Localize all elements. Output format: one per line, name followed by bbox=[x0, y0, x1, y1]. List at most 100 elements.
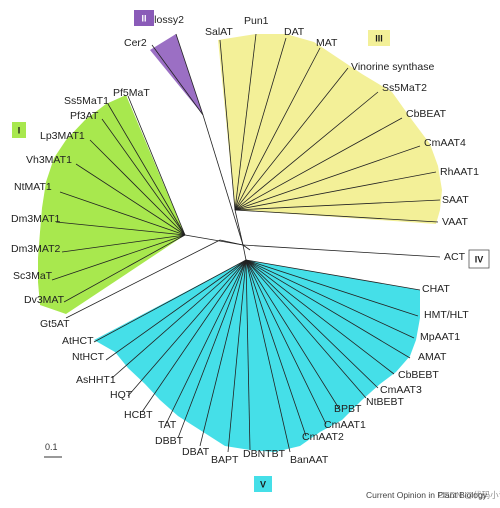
branch-dbbt bbox=[177, 259, 247, 439]
leaf-bapt: BAPT bbox=[211, 454, 239, 466]
clade-I-wedge bbox=[38, 95, 185, 314]
trunk-branch bbox=[242, 244, 247, 261]
branch-cmaat4 bbox=[234, 145, 421, 211]
branch-ss5mat1 bbox=[107, 103, 186, 236]
branch-vh3mat1 bbox=[75, 163, 186, 236]
leaf-tat: TAT bbox=[158, 419, 177, 431]
branch-ntbebt bbox=[245, 259, 367, 399]
clade-v-label: V bbox=[260, 480, 266, 490]
branch-dat bbox=[234, 37, 287, 211]
clade-II-wedge bbox=[150, 34, 203, 115]
branch-bapt bbox=[227, 259, 247, 453]
trunk-branch bbox=[184, 234, 244, 246]
leaf-cmaat4: CmAAT4 bbox=[424, 137, 466, 149]
leaf-athct: AtHCT bbox=[62, 335, 94, 347]
trunk-branch bbox=[219, 239, 244, 246]
leaf-ashht1: AsHHT1 bbox=[76, 374, 116, 386]
leaf-dbbt: DBBT bbox=[155, 435, 184, 447]
leaf-dbat: DBAT bbox=[182, 446, 210, 458]
leaf-dm3mat1: Dm3MAT1 bbox=[11, 213, 61, 225]
leaf-vinorine-synthase: Vinorine synthase bbox=[351, 61, 434, 73]
watermark: CSDN @代码小试 bbox=[438, 490, 500, 500]
leaf-saat: SAAT bbox=[442, 194, 469, 206]
leaf-dat: DAT bbox=[284, 26, 305, 38]
leaf-ss5mat1: Ss5MaT1 bbox=[64, 95, 109, 107]
branch-cbbebt bbox=[245, 259, 395, 375]
leaf-banaat: BanAAT bbox=[290, 454, 329, 466]
clade-i-box bbox=[12, 122, 26, 138]
leaf-chat: CHAT bbox=[422, 283, 450, 295]
branch-cmaat2 bbox=[245, 259, 307, 437]
clade-iii-label: III bbox=[375, 34, 383, 44]
leaf-cmaat3: CmAAT3 bbox=[380, 384, 422, 396]
branch-pf5mat bbox=[127, 95, 186, 236]
clade-iv-label: IV bbox=[475, 255, 484, 265]
branch-lp3mat1 bbox=[89, 139, 186, 236]
branch-ashht1 bbox=[111, 259, 247, 379]
leaf-lp3mat1: Lp3MAT1 bbox=[40, 130, 85, 142]
leaf-cbbebt: CbBEBT bbox=[398, 369, 439, 381]
leaf-pf5mat: Pf5MaT bbox=[113, 87, 150, 99]
leaf-rhaat1: RhAAT1 bbox=[440, 166, 479, 178]
leaf-ss5mat2: Ss5MaT2 bbox=[382, 82, 427, 94]
branch-tat bbox=[165, 259, 247, 425]
leaf-glossy2: Glossy2 bbox=[146, 14, 184, 26]
branch-ss5mat2 bbox=[234, 91, 379, 211]
clade-iv-box bbox=[468, 249, 490, 269]
trunk-branch bbox=[242, 244, 251, 251]
clade-ii-box bbox=[134, 10, 154, 26]
trunk-branch bbox=[202, 114, 244, 246]
clade-ii-label: II bbox=[141, 14, 146, 24]
leaf-hmt-hlt: HMT/HLT bbox=[424, 309, 469, 321]
leaf-cbbeat: CbBEAT bbox=[406, 108, 447, 120]
branch-hcbt bbox=[141, 259, 247, 413]
branch-rhaat1 bbox=[234, 171, 437, 211]
branch-dm3mat1 bbox=[55, 221, 186, 236]
act-branch bbox=[242, 244, 441, 258]
clade-iii-box bbox=[368, 30, 390, 46]
branch-bpbt bbox=[245, 259, 341, 411]
branch-dv3mat bbox=[63, 234, 186, 303]
branch-cmaat1 bbox=[245, 259, 327, 425]
branch-cer2 bbox=[151, 44, 204, 116]
trunk-branch bbox=[234, 209, 244, 246]
leaf-cmaat2: CmAAT2 bbox=[302, 431, 344, 443]
tree-branches bbox=[51, 33, 441, 453]
leaf-gt5at: Gt5AT bbox=[40, 318, 70, 330]
leaf-dm3mat2: Dm3MAT2 bbox=[11, 243, 61, 255]
branch-hqt bbox=[127, 259, 247, 397]
leaf-act: ACT bbox=[444, 251, 466, 263]
leaf-cer2: Cer2 bbox=[124, 37, 147, 49]
branch-dbat bbox=[199, 259, 247, 447]
leaf-salat: SalAT bbox=[205, 26, 233, 38]
branch-cmaat3 bbox=[245, 259, 379, 389]
leaf-vaat: VAAT bbox=[442, 216, 468, 228]
branch-ntmat1 bbox=[59, 191, 186, 236]
branch-vinorine-synthase bbox=[234, 67, 349, 211]
clade-i-label: I bbox=[18, 126, 21, 136]
leaf-hqt: HQT bbox=[110, 389, 133, 401]
branch-mpaat1 bbox=[245, 259, 415, 339]
branch-amat bbox=[245, 259, 411, 359]
leaf-ntbebt: NtBEBT bbox=[366, 396, 405, 408]
leaf-ntmat1: NtMAT1 bbox=[14, 181, 52, 193]
branch-saat bbox=[234, 199, 441, 211]
leaf-amat: AMAT bbox=[418, 351, 447, 363]
leaf-pf3at: Pf3AT bbox=[70, 110, 99, 122]
leaf-vh3mat1: Vh3MAT1 bbox=[26, 154, 72, 166]
leaf-pun1: Pun1 bbox=[244, 15, 269, 27]
branch-cbbeat bbox=[234, 117, 403, 211]
leaf-sc3mat: Sc3MaT bbox=[13, 270, 53, 282]
leaf-cmaat1: CmAAT1 bbox=[324, 419, 366, 431]
branch-pun1 bbox=[234, 33, 257, 211]
journal-credit: Current Opinion in Plant Biology bbox=[366, 490, 488, 500]
leaf-dv3mat: Dv3MAT bbox=[24, 294, 65, 306]
leaf-nthct: NtHCT bbox=[72, 351, 105, 363]
leaf-mat: MAT bbox=[316, 37, 338, 49]
branch-dm3mat2 bbox=[61, 234, 186, 253]
branch-glossy2 bbox=[175, 33, 204, 116]
branch-mat bbox=[234, 47, 321, 211]
branch-nthct bbox=[105, 259, 247, 361]
clade-III-wedge bbox=[218, 34, 442, 224]
